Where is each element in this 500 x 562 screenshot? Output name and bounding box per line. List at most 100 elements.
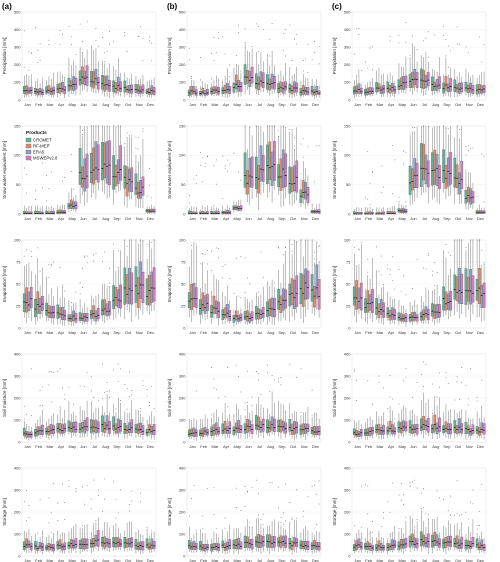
mean-point	[240, 208, 242, 210]
y-tick-label: 100	[179, 531, 186, 536]
outlier	[97, 489, 99, 491]
outlier	[367, 271, 369, 273]
outlier	[73, 404, 75, 406]
mean-point	[483, 429, 485, 431]
outlier	[238, 171, 240, 173]
y-tick-label: 0	[183, 325, 186, 330]
outlier	[380, 274, 382, 276]
mean-point	[61, 211, 63, 213]
mean-point	[318, 296, 320, 298]
outlier	[244, 28, 246, 30]
mean-point	[360, 432, 362, 434]
mean-point	[269, 541, 271, 543]
mean-point	[425, 168, 427, 170]
outlier	[465, 154, 467, 156]
outlier	[302, 70, 304, 72]
x-tick-label: Sep	[278, 558, 286, 562]
outlier	[387, 268, 389, 269]
box-mswepv28	[359, 87, 363, 94]
mean-point	[106, 542, 108, 544]
outlier	[300, 411, 302, 413]
outlier	[28, 69, 30, 71]
mean-point	[443, 169, 445, 171]
outlier	[75, 291, 77, 293]
y-tick-label: 400	[179, 351, 186, 356]
mean-point	[318, 545, 320, 547]
mean-point	[302, 292, 304, 294]
x-tick-label: Feb	[365, 558, 373, 562]
outlier	[465, 46, 467, 48]
y-tick-label: 400	[14, 351, 21, 356]
mean-point	[447, 87, 449, 89]
mean-point	[93, 313, 95, 315]
x-tick-label: Nov	[301, 102, 308, 107]
box-mswepv28	[471, 275, 475, 303]
mean-point	[73, 205, 75, 207]
box-mswepv28	[273, 141, 276, 181]
outlier	[26, 520, 28, 522]
outlier	[240, 179, 242, 181]
mean-point	[273, 541, 275, 543]
mean-point	[101, 424, 103, 426]
box-rfmep	[81, 313, 84, 321]
outlier	[53, 72, 55, 74]
box-era5	[391, 539, 394, 550]
mean-point	[213, 89, 215, 91]
mean-point	[420, 79, 422, 81]
x-tick-label: Nov	[136, 102, 143, 107]
outlier	[427, 125, 429, 127]
outlier	[244, 125, 246, 127]
outlier	[273, 282, 275, 284]
y-tick-label: 300	[179, 373, 186, 378]
box-mswepv28	[119, 284, 122, 309]
mean-point	[289, 293, 291, 295]
outlier	[246, 490, 248, 492]
mean-point	[478, 431, 480, 433]
mean-point	[313, 211, 315, 213]
box-cromet	[22, 86, 26, 94]
outlier	[79, 282, 81, 284]
outlier	[204, 162, 206, 164]
box-mswepv28	[359, 541, 363, 550]
mean-point	[84, 543, 86, 545]
x-tick-label: Jun	[245, 102, 251, 107]
outlier	[356, 400, 358, 401]
box-rfmep	[36, 291, 40, 314]
box-mswepv28	[460, 536, 464, 549]
outlier	[447, 383, 449, 385]
box-rfmep	[313, 426, 316, 436]
box-era5	[259, 145, 263, 182]
x-tick-label: Dec	[477, 444, 484, 449]
mean-point	[64, 428, 66, 430]
x-tick-label: Aug	[267, 102, 274, 107]
mean-point	[251, 77, 253, 79]
box-mswepv28	[206, 293, 209, 311]
outlier	[282, 512, 284, 514]
outlier	[258, 25, 260, 27]
mean-point	[86, 175, 88, 177]
mean-point	[128, 429, 130, 431]
mean-point	[364, 213, 366, 215]
mean-point	[238, 427, 240, 429]
outlier	[95, 125, 97, 127]
outlier	[431, 270, 433, 272]
mean-point	[28, 213, 30, 215]
mean-point	[472, 89, 474, 91]
box-mswepv28	[29, 287, 33, 308]
box-era5	[480, 539, 484, 550]
box-era5	[226, 210, 229, 215]
outlier	[405, 22, 407, 24]
box-mswepv28	[228, 310, 232, 321]
outlier	[50, 401, 52, 403]
outlier	[356, 380, 358, 382]
box-era5	[94, 310, 98, 322]
outlier	[465, 247, 467, 248]
mean-point	[126, 293, 128, 295]
box-mswepv28	[63, 423, 67, 433]
box-rfmep	[190, 428, 193, 436]
mean-point	[364, 91, 366, 93]
mean-point	[313, 431, 315, 433]
mean-point	[398, 85, 400, 87]
outlier	[70, 171, 72, 173]
box-mswepv28	[438, 538, 441, 548]
